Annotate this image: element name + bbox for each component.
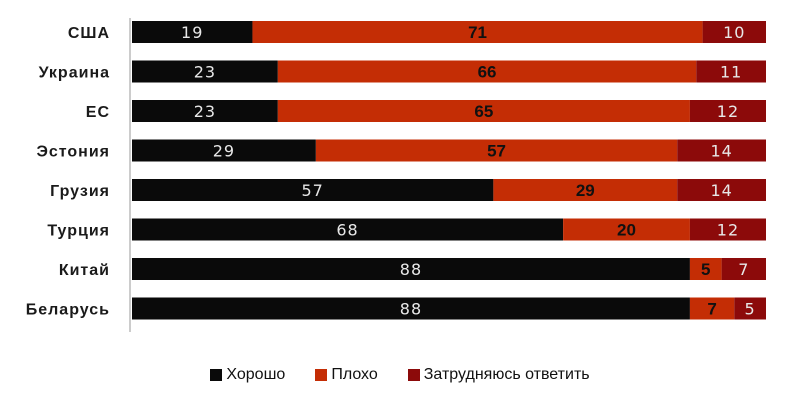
data-label-good: 19 (181, 23, 203, 42)
legend-item-good: Хорошо (210, 366, 285, 384)
bar-segment-bad (277, 100, 690, 122)
category-label: Китай (59, 262, 110, 279)
data-label-bad: 71 (468, 23, 487, 42)
bar-segment-bad (315, 139, 678, 162)
bar-segment-hard (721, 258, 766, 280)
category-label: США (68, 25, 110, 42)
data-label-hard: 14 (710, 142, 732, 161)
bar-segment-bad (493, 179, 678, 201)
data-label-hard: 12 (717, 221, 739, 240)
data-label-good: 29 (213, 142, 235, 161)
data-label-good: 88 (400, 300, 422, 319)
bar-segment-hard (702, 21, 766, 43)
data-label-bad: 57 (487, 142, 506, 161)
data-label-hard: 11 (720, 63, 742, 82)
bar-segment-good (132, 139, 316, 162)
bar-segment-hard (689, 100, 766, 122)
bar-segment-hard (696, 60, 766, 83)
bar-segment-good (132, 60, 278, 83)
legend-label-good: Хорошо (226, 366, 286, 383)
bars-group (132, 21, 766, 320)
bar-segment-bad (252, 21, 703, 43)
data-label-good: 23 (194, 63, 216, 82)
bar-segment-good (132, 258, 690, 280)
bar-segment-bad (563, 218, 690, 241)
legend-swatch-hard (407, 369, 420, 381)
bar-segment-hard (689, 218, 766, 241)
data-label-bad: 29 (576, 181, 595, 200)
legend-swatch-bad (315, 369, 328, 381)
legend-item-bad: Плохо (315, 366, 378, 384)
legend-label-bad: Плохо (331, 366, 378, 383)
bar-segment-bad (277, 60, 697, 83)
category-label: Грузия (50, 183, 110, 200)
data-label-good: 88 (400, 260, 422, 279)
bar-segment-good (132, 100, 278, 122)
bar-segment-hard (677, 179, 766, 201)
data-label-good: 23 (194, 102, 216, 121)
category-labels: США Украина ЕС Эстония Грузия Турция Китай Бела… (26, 25, 110, 319)
legend: Хорошо Плохо Затрудняюсь ответить (0, 366, 800, 384)
data-label-hard: 10 (723, 23, 745, 42)
legend-swatch-good (210, 369, 223, 381)
legend-label-hard: Затрудняюсь ответить (423, 366, 590, 383)
data-label-hard: 14 (710, 181, 732, 200)
bar-segment-bad (689, 258, 722, 280)
category-label: Турция (47, 223, 110, 240)
data-label-bad: 20 (617, 221, 636, 240)
data-label-hard: 5 (745, 300, 756, 319)
data-label-bad: 5 (701, 260, 710, 279)
bar-segment-good (132, 179, 494, 201)
bar-segment-good (132, 21, 253, 43)
category-label: Украина (39, 65, 110, 82)
legend-item-hard: Затрудняюсь ответить (407, 366, 590, 384)
bar-segment-hard (677, 139, 766, 162)
bar-segment-good (132, 218, 564, 241)
data-label-bad: 66 (478, 63, 497, 82)
category-label: Эстония (36, 144, 110, 161)
bar-segment-good (132, 297, 690, 320)
category-label: Беларусь (26, 302, 110, 319)
data-label-bad: 7 (707, 300, 716, 319)
data-label-bad: 65 (474, 102, 493, 121)
data-label-good: 57 (302, 181, 324, 200)
data-label-hard: 12 (717, 102, 739, 121)
data-label-hard: 7 (738, 260, 749, 279)
bar-segment-bad (689, 297, 735, 320)
data-label-good: 68 (336, 221, 358, 240)
bar-segment-hard (734, 297, 766, 320)
category-label: ЕС (86, 104, 110, 121)
